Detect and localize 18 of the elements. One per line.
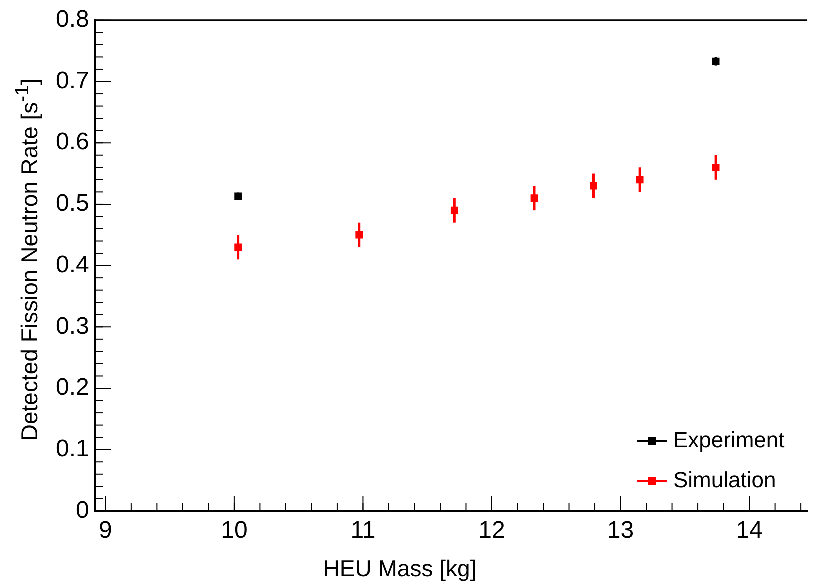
y-tick-label: 0.4 xyxy=(56,251,90,278)
x-axis-title: HEU Mass [kg] xyxy=(323,556,477,582)
y-tick-label: 0.2 xyxy=(56,374,90,402)
x-tick-label: 9 xyxy=(98,517,112,544)
y-tick-label: 0.6 xyxy=(56,128,90,156)
x-tick-label: 13 xyxy=(607,517,634,544)
y-tick-label: 0.7 xyxy=(56,67,90,94)
x-tick-label: 14 xyxy=(736,517,763,544)
x-tick-label: 11 xyxy=(350,517,376,544)
y-tick-label: 0.3 xyxy=(56,312,90,340)
y-tick-label: 0.8 xyxy=(56,6,90,34)
legend-label: Simulation xyxy=(674,467,776,492)
y-tick-label: 0.5 xyxy=(56,190,90,218)
x-tick-label: 10 xyxy=(221,517,248,544)
y-tick-label: 0 xyxy=(76,496,90,524)
y-tick-label: 0.1 xyxy=(56,435,90,462)
legend-label: Experiment xyxy=(674,427,785,452)
x-tick-label: 12 xyxy=(478,517,506,544)
